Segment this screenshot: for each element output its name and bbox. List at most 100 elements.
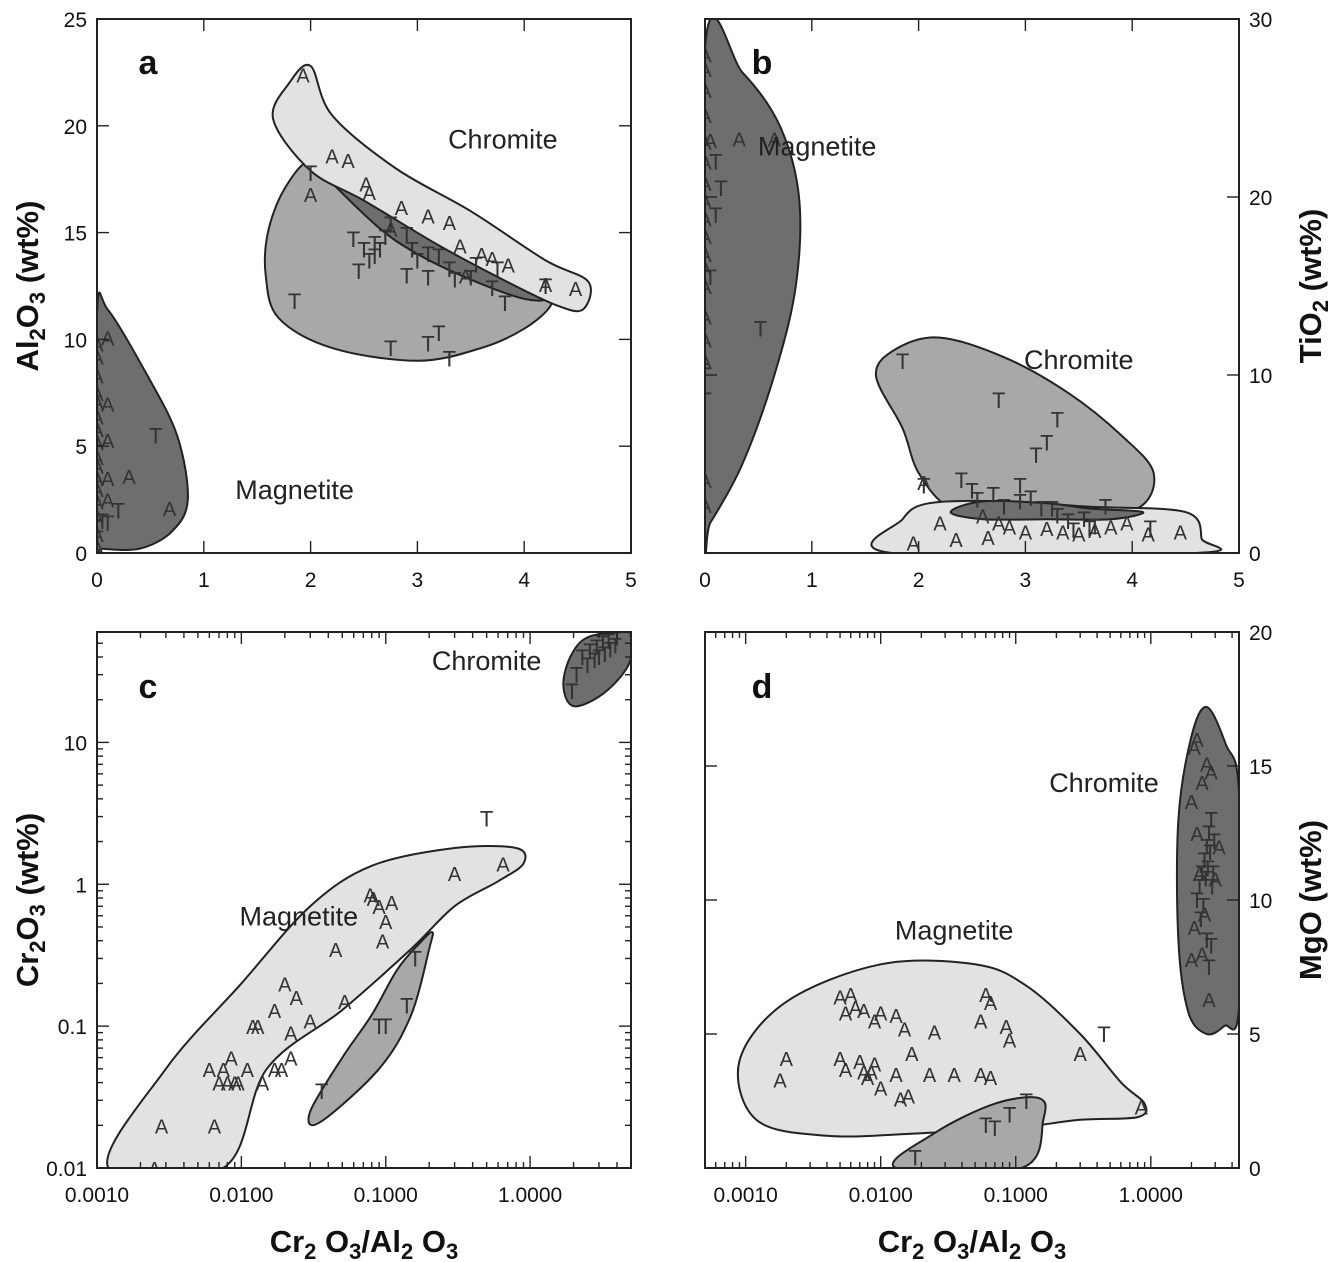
marker-a: A [857,1001,871,1023]
marker-a: A [889,1006,903,1028]
marker-a: A [833,988,847,1010]
marker-a: A [502,256,516,278]
marker-t: T [698,388,711,413]
x-tick-label: 0.1000 [984,1184,1048,1207]
marker-a: A [539,275,553,297]
panel-letter: b [752,44,773,82]
marker-a: A [385,893,399,915]
y-tick-label: 10 [1249,365,1272,388]
marker-t: T [917,473,930,498]
marker-t: T [1206,861,1219,886]
marker-a: A [384,219,398,241]
marker-t: T [112,498,125,523]
marker-a: A [341,151,355,173]
marker-a: A [379,912,393,934]
marker-a: A [698,133,712,155]
y-tick-label: 0 [1249,543,1261,566]
marker-t: T [592,645,605,670]
marker-t: T [400,993,413,1018]
marker-a: A [768,129,782,151]
marker-a: A [733,129,747,151]
marker-a: A [448,864,462,886]
marker-t: T [979,1113,992,1138]
y-tick-label: 20 [1249,622,1272,645]
marker-a: A [372,897,386,919]
y-axis: 0 10 20 30 [705,9,1272,566]
x-tick-label: 3 [1020,569,1032,592]
marker-a: A [974,1065,988,1087]
marker-a: A [1056,523,1070,545]
marker-a: A [839,1060,853,1082]
marker-a: A [1195,773,1209,795]
marker-t: T [1200,928,1213,953]
marker-a: A [1209,870,1223,892]
compositional-field [106,844,527,1168]
marker-a: A [208,1116,222,1138]
x-tick-label: 0.0100 [849,1184,913,1207]
marker-a: A [1088,521,1102,543]
marker-t: T [1003,1102,1016,1127]
marker-a: A [948,1065,962,1087]
marker-a: A [486,249,500,271]
x-tick-label: 1 [198,569,210,592]
marker-a: A [853,1052,867,1074]
marker-a: A [698,352,712,374]
marker-t: T [1190,888,1203,913]
marker-a: A [1190,730,1204,752]
marker-a: A [698,227,712,249]
marker-a: A [981,528,995,550]
x-axis: 0 1 2 3 4 5 [699,19,1245,592]
marker-t: T [604,638,617,663]
marker-t: T [464,266,477,291]
y-tick-label: 10 [64,732,87,755]
compositional-field [705,19,802,553]
marker-a: A [874,1004,888,1026]
marker-a: A [246,1017,260,1039]
marker-a: A [296,66,310,88]
marker-t: T [588,648,601,673]
marker-a: A [984,993,998,1015]
marker-a: A [933,514,947,536]
marker-t: T [469,253,482,278]
marker-a: A [698,152,712,174]
marker-t: T [379,1014,392,1039]
marker-a: A [278,974,292,996]
field-label: Chromite [1049,768,1159,798]
marker-a: A [992,514,1006,536]
y-tick-label: 0.1 [58,1016,87,1039]
marker-t: T [315,1079,328,1104]
marker-t: T [1061,509,1074,534]
marker-t: T [709,149,722,174]
marker-t: T [405,238,418,263]
marker-a: A [979,985,993,1007]
field-label: Magnetite [758,131,877,161]
x-tick-label: 1 [806,569,818,592]
x-tick-label: 4 [1126,569,1138,592]
marker-a: A [1212,837,1226,859]
marker-a: A [698,277,712,299]
marker-t: T [971,488,984,513]
marker-a: A [148,1159,162,1181]
compositional-field [271,63,592,313]
y-tick-label: 10 [1249,890,1272,913]
y-tick-label: 25 [64,9,87,32]
marker-a: A [284,1024,298,1046]
marker-t: T [101,511,114,536]
marker-a: A [1190,824,1204,846]
marker-a: A [857,1063,871,1085]
marker-t: T [411,248,424,273]
marker-a: A [221,1074,235,1096]
marker-t: T [96,509,109,534]
marker-t: T [421,266,434,291]
marker-a: A [984,1068,998,1090]
plot-frame [96,18,632,554]
y-tick-label: 30 [1249,9,1272,32]
marker-a: A [928,1022,942,1044]
marker-a: A [90,348,104,370]
marker-t: T [1199,867,1212,892]
field-group [106,632,631,1168]
marker-t: T [1067,518,1080,543]
x-tick-label: 0.0100 [209,1184,273,1207]
compositional-field [736,959,1148,1138]
